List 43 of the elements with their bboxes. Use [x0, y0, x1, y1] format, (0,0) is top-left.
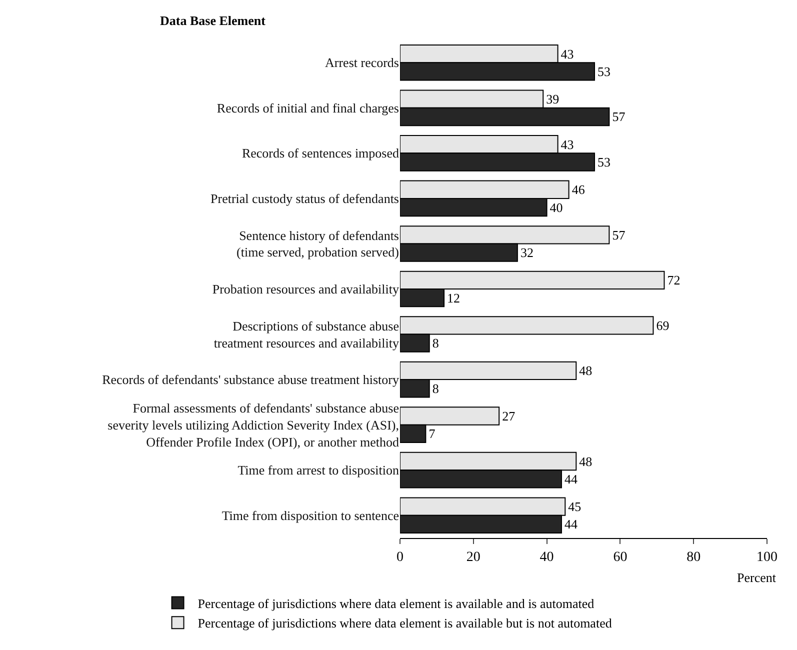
y-tick-label: Time from disposition to sentence	[222, 508, 400, 523]
data-label: 69	[656, 318, 670, 333]
y-tick-label: Records of defendants' substance abuse treatment history	[102, 372, 400, 388]
y-tick-label: Records of sentences imposed	[242, 146, 400, 161]
data-label: 12	[447, 290, 460, 306]
data-label: 53	[598, 154, 611, 170]
data-label: 43	[560, 46, 574, 62]
x-axis-title: Percent	[737, 570, 776, 585]
data-label: 39	[546, 92, 560, 107]
y-tick-label: Time from arrest to disposition	[238, 462, 400, 478]
data-label: 7	[428, 426, 436, 442]
data-label: 57	[612, 227, 626, 242]
legend-label: Percentage of jurisdictions where data element is available but is not automated	[198, 616, 612, 631]
x-tick-label: 60	[613, 550, 628, 565]
data-label: 27	[502, 408, 516, 424]
y-tick-label: Formal assessments of defendants' substance abuse severity levels utilizing Addiction Severity Index (ASI), Offender Profile Index (OPI), or another method	[108, 400, 400, 450]
y-tick-label: Sentence history of defendants (time served, probation served)	[236, 228, 399, 260]
y-tick-label: Arrest records	[325, 55, 399, 70]
x-tick-label: 80	[686, 550, 701, 565]
data-label: 32	[520, 245, 534, 260]
data-label: 72	[667, 272, 680, 288]
y-tick-label: Pretrial custody status of defendants	[210, 191, 399, 206]
data-label: 8	[432, 380, 439, 396]
data-label: 57	[612, 109, 626, 124]
data-label: 53	[598, 64, 611, 79]
x-tick-label: 40	[540, 550, 554, 565]
data-label: 40	[550, 200, 563, 215]
x-tick-label: 0	[396, 550, 404, 565]
y-tick-label: Descriptions of substance abuse treatment resources and availability	[214, 318, 400, 350]
legend-label: Percentage of jurisdictions where data element is available and is automated	[198, 596, 595, 611]
data-label: 48	[579, 454, 592, 469]
x-tick-label: 20	[466, 550, 480, 565]
data-label: 44	[564, 471, 578, 486]
y-axis-title: Data Base Element	[160, 13, 266, 28]
data-label: 44	[564, 516, 578, 532]
data-label: 46	[572, 182, 586, 198]
x-tick-label: 100	[756, 550, 778, 565]
data-label: 48	[579, 363, 592, 378]
y-tick-label: Records of initial and final charges	[216, 100, 399, 116]
y-tick-label: Probation resources and availability	[212, 282, 400, 297]
data-label: 43	[560, 136, 574, 152]
data-label: 45	[568, 499, 582, 514]
data-label: 8	[432, 336, 439, 351]
